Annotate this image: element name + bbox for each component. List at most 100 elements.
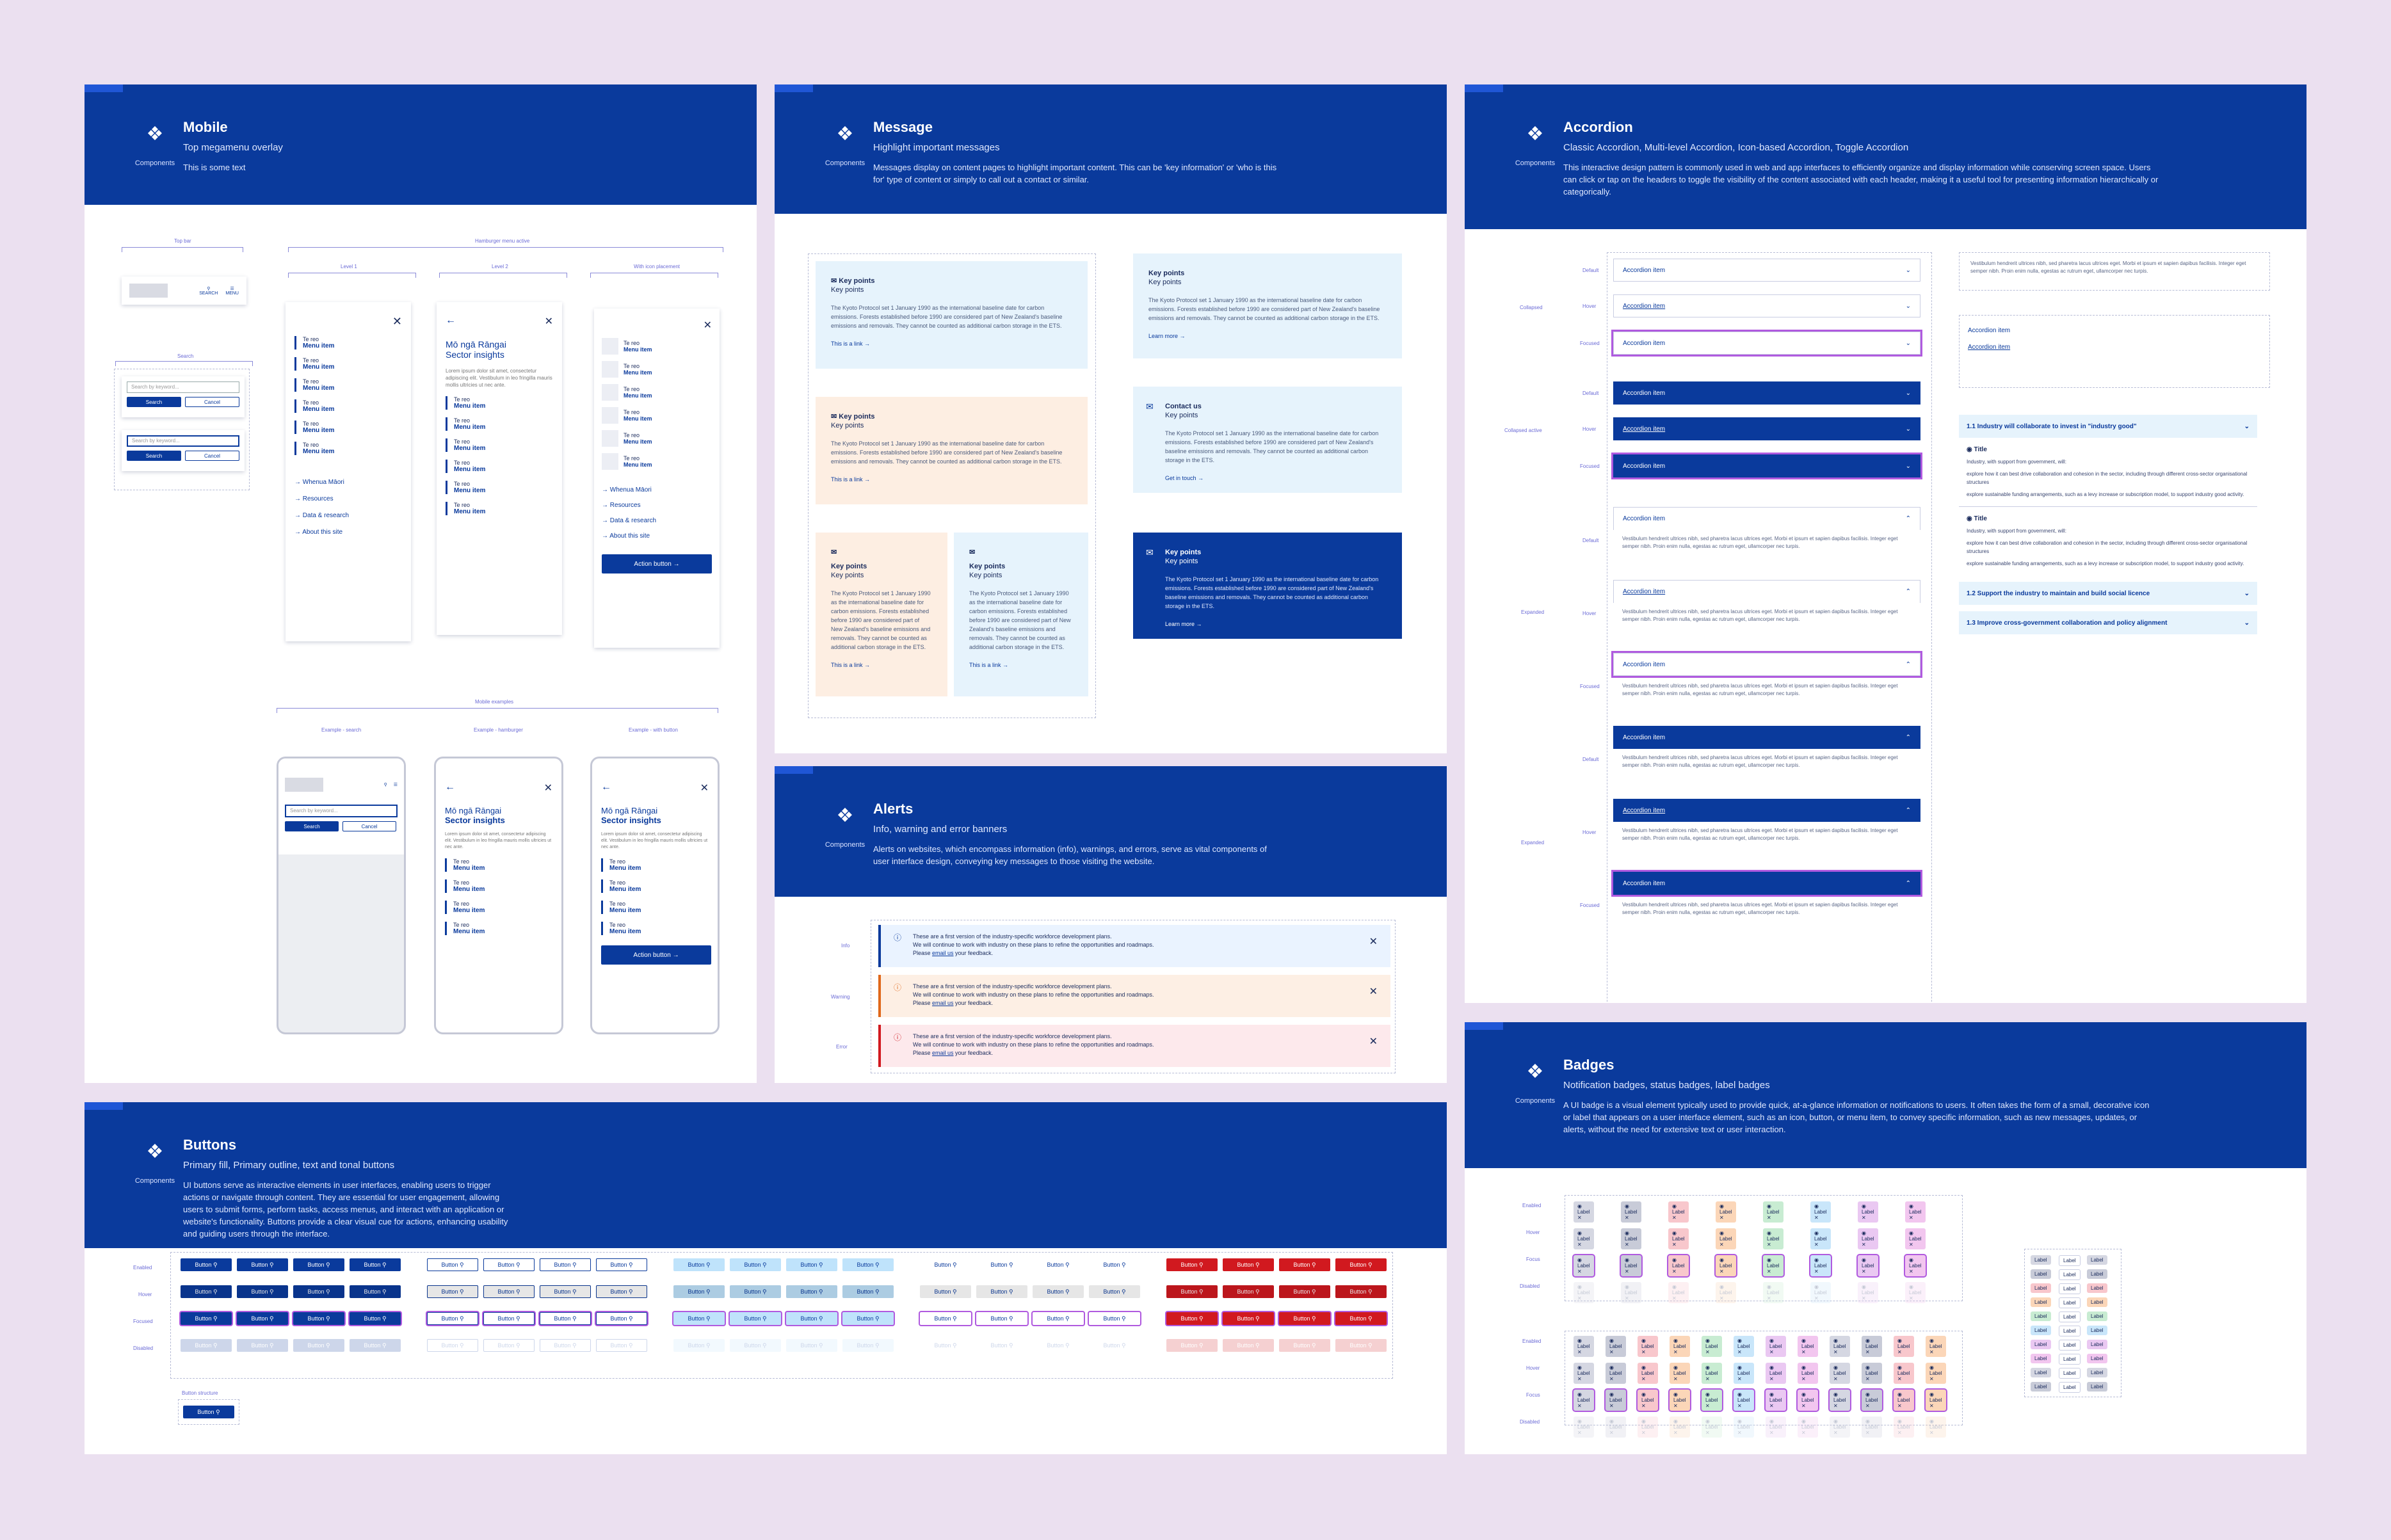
accordion-item[interactable]: Accordion item ⌃ [1613,580,1920,603]
link-about[interactable]: → About this site [294,529,343,536]
menu-icon[interactable]: ☰ MENU [225,286,239,296]
link-data[interactable]: → Data & research [294,512,350,519]
accordion-item[interactable]: Accordion item ⌃ [1613,872,1920,895]
button-4-1-2[interactable]: Button ⚲ [976,1258,1027,1271]
button-3-3-3[interactable]: Button ⚲ [786,1312,837,1325]
button-3-3-1[interactable]: Button ⚲ [673,1312,725,1325]
menu-item[interactable]: Te reo Menu item [445,901,552,914]
button-2-2-2[interactable]: Button ⚲ [483,1285,535,1298]
search-button[interactable]: Search [127,397,181,407]
menu-item[interactable]: Te reo Menu item [445,922,552,935]
cancel-button[interactable]: Cancel [184,397,239,407]
button-1-2-4[interactable]: Button ⚲ [350,1285,401,1298]
search-button[interactable]: Search [285,821,339,831]
button-4-3-2[interactable]: Button ⚲ [976,1312,1027,1325]
button-3-1-2[interactable]: Button ⚲ [730,1258,781,1271]
menu-item[interactable]: Te reo Menu item [294,421,402,434]
button-2-1-3[interactable]: Button ⚲ [540,1258,591,1271]
button-5-1-4[interactable]: Button ⚲ [1335,1258,1387,1271]
back-arrow-icon[interactable]: ← [601,782,611,792]
button-5-1-3[interactable]: Button ⚲ [1279,1258,1330,1271]
button-4-3-3[interactable]: Button ⚲ [1033,1312,1084,1325]
button-3-1-1[interactable]: Button ⚲ [673,1258,725,1271]
button-1-3-2[interactable]: Button ⚲ [237,1312,288,1325]
search-icon[interactable]: ⚲ [383,783,387,787]
button-4-1-4[interactable]: Button ⚲ [1089,1258,1140,1271]
button-2-2-1[interactable]: Button ⚲ [427,1285,478,1298]
menu-item[interactable]: Te reo Menu item [602,361,712,378]
menu-item[interactable]: Te reo Menu item [445,858,552,872]
search-input[interactable]: Search by keyword... [127,381,239,393]
button-1-2-1[interactable]: Button ⚲ [181,1285,232,1298]
accordion-item[interactable]: Accordion item ⌄ [1613,417,1920,440]
button-1-2-3[interactable]: Button ⚲ [293,1285,344,1298]
link-resources[interactable]: → Resources [602,502,641,509]
close-icon[interactable]: ✕ [543,783,552,794]
accordion-item[interactable]: Accordion item ⌃ [1613,653,1920,676]
accordion-item[interactable]: Accordion item ⌄ [1613,454,1920,477]
menu-item[interactable]: Te reo Menu item [602,407,712,424]
button-4-3-1[interactable]: Button ⚲ [920,1312,971,1325]
menu-item[interactable]: Te reo Menu item [294,399,402,413]
accordion-example-item[interactable]: 1.3 Improve cross-government collaborati… [1959,611,2257,634]
close-icon[interactable]: ✕ [1369,1036,1378,1047]
accordion-item[interactable]: Accordion item ⌄ [1613,294,1920,317]
button-2-1-1[interactable]: Button ⚲ [427,1258,478,1271]
accordion-item[interactable]: Accordion item ⌄ [1613,332,1920,355]
button-4-2-3[interactable]: Button ⚲ [1033,1285,1084,1298]
menu-item[interactable]: Te reo Menu item [445,879,552,893]
message-link[interactable]: This is a link → [831,662,871,668]
action-button[interactable]: Action button → [602,554,712,573]
accordion-item[interactable]: Accordion item ⌃ [1613,799,1920,822]
menu-item[interactable]: Te reo Menu item [601,879,709,893]
close-icon[interactable]: ✕ [703,320,712,331]
menu-item[interactable]: Te reo Menu item [294,336,402,349]
button-3-2-1[interactable]: Button ⚲ [673,1285,725,1298]
menu-item[interactable]: Te reo Menu item [446,460,553,473]
cancel-button[interactable]: Cancel [342,821,396,831]
email-link[interactable]: email us [932,950,954,956]
button-3-1-3[interactable]: Button ⚲ [786,1258,837,1271]
button-5-1-2[interactable]: Button ⚲ [1223,1258,1274,1271]
search-button[interactable]: Search [127,451,181,461]
button-1-3-4[interactable]: Button ⚲ [350,1312,401,1325]
close-icon[interactable]: ✕ [544,316,553,327]
button-structure-example[interactable]: Button ⚲ [183,1406,234,1418]
email-link[interactable]: email us [932,1050,954,1056]
button-4-3-4[interactable]: Button ⚲ [1089,1312,1140,1325]
button-1-1-4[interactable]: Button ⚲ [350,1258,401,1271]
accordion-item[interactable]: Accordion item ⌃ [1613,726,1920,749]
menu-item[interactable]: Te reo Menu item [446,417,553,431]
close-icon[interactable]: ✕ [700,783,709,794]
menu-item[interactable]: Te reo Menu item [294,378,402,392]
button-2-2-4[interactable]: Button ⚲ [596,1285,647,1298]
button-3-3-2[interactable]: Button ⚲ [730,1312,781,1325]
back-arrow-icon[interactable]: ← [445,782,455,792]
accordion-example-item[interactable]: 1.2 Support the industry to maintain and… [1959,582,2257,605]
menu-item[interactable]: Te reo Menu item [601,922,709,935]
message-link[interactable]: This is a link → [969,662,1009,668]
button-3-2-4[interactable]: Button ⚲ [842,1285,894,1298]
link-whenua[interactable]: → Whenua Māori [602,486,652,493]
link-data[interactable]: → Data & research [602,517,657,524]
accordion-item[interactable]: Accordion item ⌄ [1613,381,1920,405]
action-button[interactable]: Action button → [601,945,711,965]
learn-more-link[interactable]: Learn more → [1165,621,1202,627]
menu-item[interactable]: Te reo Menu item [294,442,402,455]
menu-item[interactable]: Te reo Menu item [446,396,553,410]
close-icon[interactable]: ✕ [1369,986,1378,997]
menu-item[interactable]: Te reo Menu item [601,901,709,914]
button-5-3-2[interactable]: Button ⚲ [1223,1312,1274,1325]
link-whenua[interactable]: → Whenua Māori [294,479,344,486]
button-5-1-1[interactable]: Button ⚲ [1166,1258,1218,1271]
search-icon[interactable]: ⚲ SEARCH [199,286,218,296]
message-link[interactable]: This is a link → [831,341,871,347]
button-2-1-2[interactable]: Button ⚲ [483,1258,535,1271]
link-resources[interactable]: → Resources [294,495,334,502]
button-4-1-1[interactable]: Button ⚲ [920,1258,971,1271]
button-2-3-2[interactable]: Button ⚲ [483,1312,535,1325]
button-2-3-4[interactable]: Button ⚲ [596,1312,647,1325]
button-3-2-2[interactable]: Button ⚲ [730,1285,781,1298]
button-4-2-1[interactable]: Button ⚲ [920,1285,971,1298]
accordion-item[interactable]: Accordion item ⌄ [1613,259,1920,282]
